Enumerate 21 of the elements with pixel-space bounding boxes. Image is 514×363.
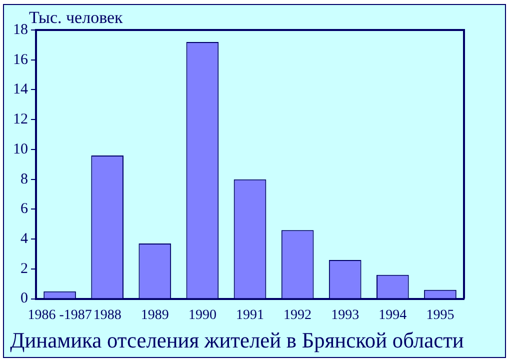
x-tick-label: 1989 [140,308,169,323]
x-tick-label: 1988 [93,308,122,323]
y-tick-label: 10 [13,141,28,158]
y-tick-label: 14 [13,82,28,98]
y-tick-label: 12 [13,112,28,128]
y-tick-label: 0 [20,290,28,307]
x-tick-label: 1991 [236,308,264,323]
y-axis-title: Тыс. человек [29,8,123,28]
y-tick-label: 6 [20,201,28,218]
y-tick-label: 18 [13,22,28,38]
x-tick-label: 1994 [378,308,407,323]
x-tick-label: 1986 -1987 [28,308,92,323]
x-tick-label: 1993 [331,308,360,323]
x-tick-label: 1992 [284,308,312,323]
y-tick-label: 2 [20,260,28,277]
y-tick-label: 8 [20,171,28,188]
x-tick-label: 1995 [426,308,454,323]
y-tick-label: 16 [13,52,28,68]
y-tick-label: 4 [20,231,28,248]
text: Динамика отселения жителей в Брянской области [10,328,464,353]
x-tick-label: 1990 [188,308,216,323]
